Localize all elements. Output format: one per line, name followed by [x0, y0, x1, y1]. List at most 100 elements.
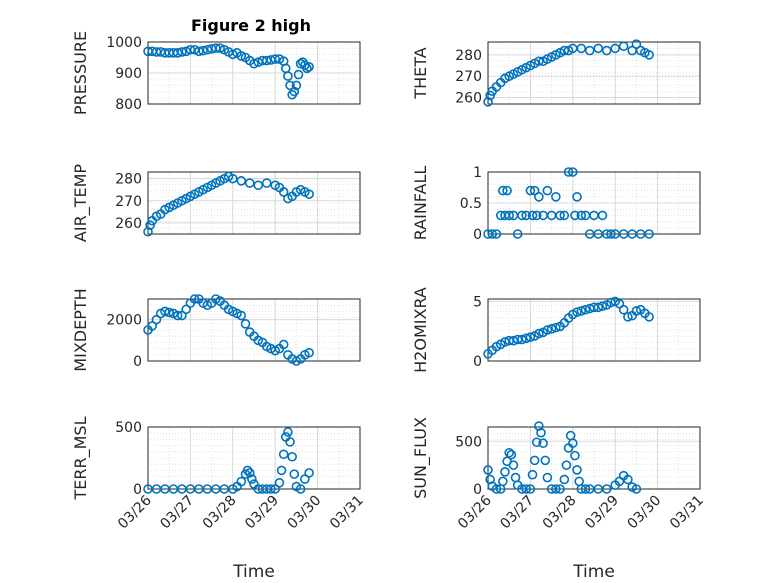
data-point: [249, 58, 259, 69]
data-point: [559, 210, 570, 221]
y-tick-label: 5: [473, 294, 482, 310]
data-point: [521, 210, 531, 221]
data-point: [572, 192, 582, 202]
y-axis-label: RAINFALL: [411, 166, 430, 241]
data-point: [606, 229, 616, 239]
data-point: [572, 307, 582, 317]
data-point: [551, 192, 561, 202]
data-point: [531, 437, 542, 448]
data-point: [618, 304, 629, 315]
subplot-air-temp: 260 270 280 AIR_TEMP: [71, 164, 361, 242]
data-point: [551, 322, 561, 333]
y-tick-label: 900: [115, 66, 142, 82]
data-point: [534, 192, 544, 202]
data-point: [266, 484, 276, 494]
data-point: [304, 347, 314, 358]
y-tick-label: 0: [133, 354, 142, 370]
data-point: [593, 302, 604, 313]
data-point: [576, 210, 587, 221]
data-point: [601, 45, 612, 56]
data-point: [551, 484, 561, 494]
data-point: [517, 210, 527, 221]
data-point: [631, 306, 642, 316]
data-point: [278, 187, 289, 197]
y-tick-label: 280: [455, 48, 482, 64]
data-point: [610, 43, 621, 54]
y-tick-label: 260: [455, 91, 482, 107]
data-series: [143, 43, 314, 100]
data-point: [483, 97, 493, 107]
data-point: [491, 484, 502, 494]
y-tick-label: 0: [473, 227, 482, 243]
y-tick-label: 270: [115, 194, 142, 210]
data-point: [570, 450, 580, 461]
y-tick-label: 500: [455, 434, 482, 450]
data-point: [304, 62, 314, 72]
data-point: [283, 427, 293, 437]
data-point: [576, 306, 587, 316]
data-point: [504, 210, 515, 221]
data-point: [302, 63, 312, 74]
data-point: [521, 333, 531, 344]
data-point: [561, 460, 572, 470]
x-axis-label: Time: [232, 562, 275, 582]
y-tick-label: 0: [473, 482, 482, 498]
data-point: [534, 56, 544, 67]
data-point: [534, 328, 544, 339]
x-axis-label: Time: [572, 562, 615, 582]
y-tick-label: 1000: [106, 35, 142, 51]
y-tick-label: 0: [133, 482, 142, 498]
data-point: [576, 43, 587, 54]
data-point: [244, 178, 255, 188]
data-point: [597, 210, 608, 221]
data-point: [253, 180, 264, 191]
y-axis-label: H2OMIXRA: [411, 287, 430, 373]
data-point: [289, 469, 300, 479]
data-point: [304, 468, 314, 478]
y-tick-label: 800: [115, 97, 142, 113]
data-point: [644, 229, 654, 239]
data-point: [172, 310, 183, 321]
data-series: [483, 39, 654, 107]
data-point: [563, 167, 574, 177]
data-point: [631, 484, 642, 494]
subplot-theta: 260 270 280 THETA: [411, 39, 701, 107]
data-point: [228, 173, 238, 184]
subplot-mixdepth: 0 2000 MIXDEPTH: [71, 288, 361, 372]
y-axis-label: AIR_TEMP: [71, 164, 91, 242]
data-point: [483, 465, 493, 475]
data-series: [483, 167, 654, 239]
data-point: [500, 467, 510, 477]
data-point: [540, 455, 551, 466]
data-point: [584, 45, 595, 56]
axes-border: [147, 171, 361, 235]
data-point: [247, 474, 257, 484]
y-tick-label: 0: [473, 354, 482, 370]
data-series: [143, 294, 314, 366]
data-point: [285, 437, 295, 447]
data-point: [502, 185, 512, 196]
data-point: [529, 455, 540, 466]
data-point: [559, 474, 570, 485]
axes-border: [147, 298, 361, 362]
data-series: [143, 427, 314, 494]
y-axis-label: PRESSURE: [71, 31, 90, 115]
data-point: [236, 51, 247, 61]
data-point: [244, 468, 255, 478]
data-point: [517, 334, 527, 345]
data-point: [283, 71, 293, 81]
data-point: [261, 178, 272, 188]
data-series: [483, 296, 654, 359]
data-point: [572, 465, 582, 475]
data-point: [236, 476, 247, 487]
data-point: [236, 310, 247, 321]
data-point: [504, 447, 515, 458]
y-tick-label: 260: [115, 216, 142, 232]
axes-border: [487, 41, 701, 105]
data-point: [631, 39, 642, 49]
data-point: [270, 54, 281, 64]
data-point: [164, 307, 174, 318]
data-point: [538, 438, 548, 449]
